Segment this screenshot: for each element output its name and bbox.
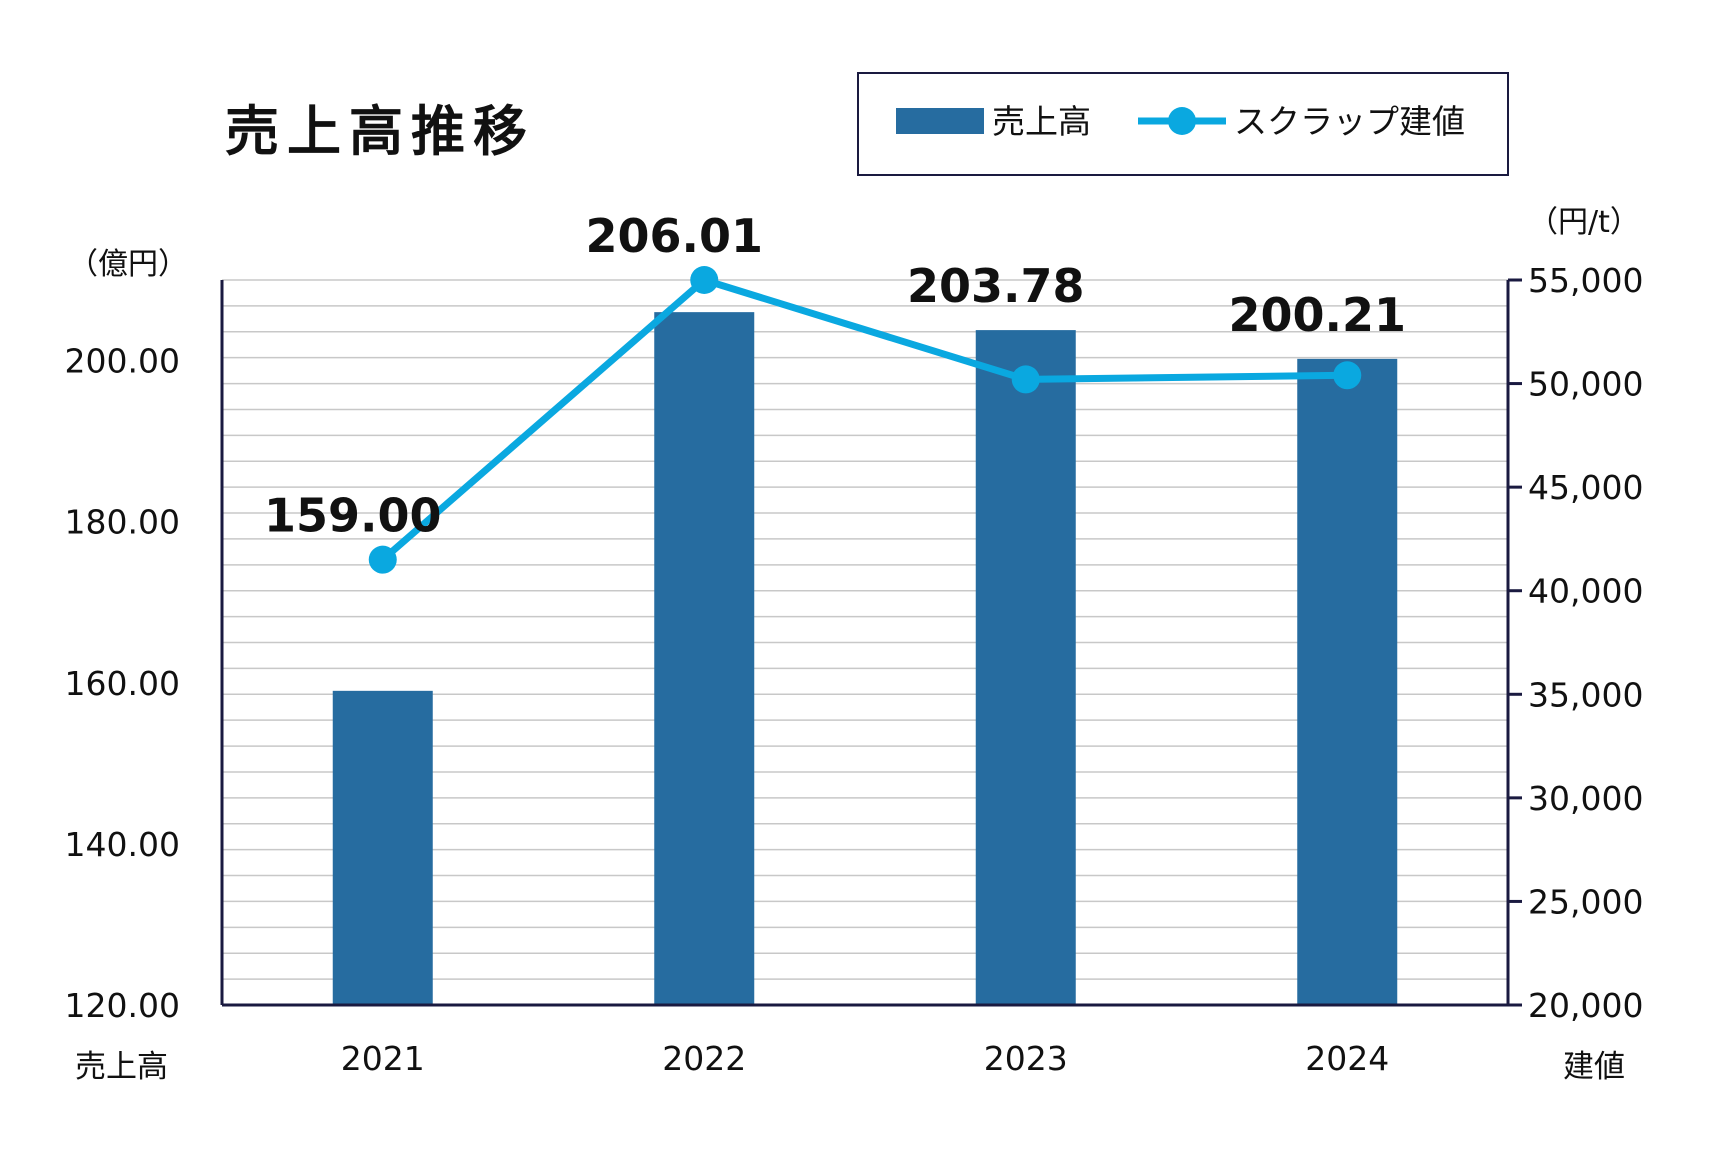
- bar-2023: [975, 330, 1076, 1005]
- right-axis-label: 建値: [1563, 1049, 1625, 1085]
- gridlines: [222, 279, 1508, 980]
- right-tick-label: 40,000: [1528, 572, 1643, 611]
- right-tick-label: 50,000: [1528, 365, 1643, 404]
- right-tick-label: 30,000: [1528, 779, 1643, 818]
- chart-title: 売上高推移: [225, 100, 535, 163]
- left-tick-label: 160.00: [65, 664, 180, 703]
- left-tick-label: 180.00: [65, 503, 180, 542]
- x-tick-label: 2022: [662, 1039, 746, 1078]
- right-axis-unit: （円/t）: [1528, 205, 1640, 240]
- bar-2021: [332, 690, 433, 1005]
- data-label-2021: 159.00: [264, 489, 442, 543]
- right-tick-label: 35,000: [1528, 675, 1643, 714]
- data-labels: 159.00 206.01 203.78 200.21: [264, 209, 1406, 543]
- legend-frame: [857, 72, 1509, 176]
- axes: [220, 280, 1510, 1007]
- x-axis-ticks: 2021 2022 2023 2024: [341, 1039, 1389, 1078]
- left-tick-label: 140.00: [65, 825, 180, 864]
- left-tick-label: 200.00: [65, 342, 180, 381]
- data-label-2022: 206.01: [585, 209, 763, 263]
- right-tick-label: 25,000: [1528, 882, 1643, 921]
- line-point-2021: [368, 545, 397, 574]
- left-tick-label: 120.00: [65, 986, 180, 1025]
- x-tick-label: 2023: [984, 1039, 1068, 1078]
- x-tick-label: 2024: [1305, 1039, 1389, 1078]
- right-tick-label: 20,000: [1528, 986, 1643, 1025]
- bar-2024: [1297, 358, 1398, 1005]
- left-axis-ticks: 120.00 140.00 160.00 180.00 200.00: [65, 342, 180, 1025]
- left-axis-label: 売上高: [75, 1049, 168, 1085]
- line-series: [368, 266, 1362, 574]
- line-point-2023: [1011, 365, 1040, 394]
- line-point-2022: [690, 266, 719, 294]
- right-axis-ticks: 20,000 25,000 30,000 35,000 40,000 45,000 50,0…: [1508, 261, 1643, 1025]
- legend: 売上高 スクラップ建値: [857, 72, 1509, 176]
- line-point-2024: [1333, 361, 1362, 390]
- bar-2022: [654, 312, 755, 1005]
- left-axis-unit: （億円）: [68, 247, 188, 282]
- bars: [332, 312, 1398, 1005]
- x-tick-label: 2021: [341, 1039, 425, 1078]
- right-tick-label: 45,000: [1528, 468, 1643, 507]
- legend-bar-swatch: [896, 108, 984, 134]
- right-tick-label: 55,000: [1528, 261, 1643, 300]
- data-label-2023: 203.78: [907, 259, 1085, 313]
- data-label-2024: 200.21: [1228, 288, 1406, 342]
- legend-line-marker: [1168, 107, 1196, 135]
- legend-bar-label: 売上高: [992, 102, 1091, 141]
- legend-line-label: スクラップ建値: [1234, 102, 1465, 141]
- line-path: [380, 276, 1348, 563]
